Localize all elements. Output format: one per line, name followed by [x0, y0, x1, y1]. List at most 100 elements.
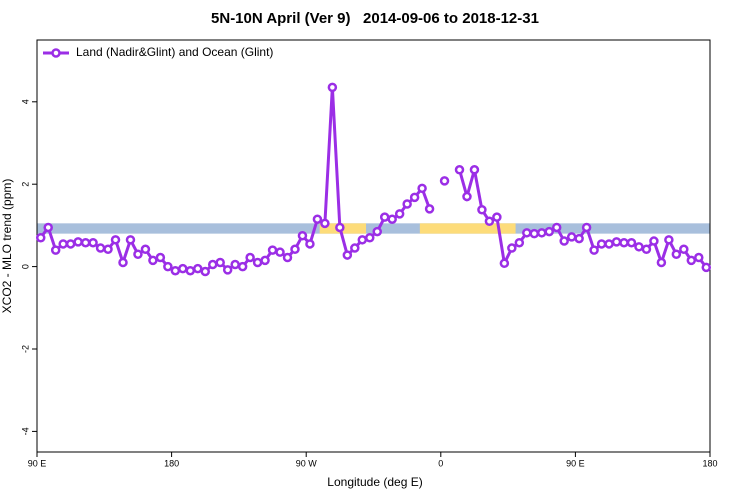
- y-axis-label: XCO2 - MLO trend (ppm): [0, 179, 14, 314]
- data-point: [544, 226, 554, 237]
- data-point: [297, 230, 308, 241]
- x-tick-label: 90 E: [28, 458, 47, 468]
- data-point: [611, 237, 622, 247]
- x-axis-label: Longitude (deg E): [327, 475, 422, 489]
- data-point: [245, 252, 255, 263]
- x-tick-label: 90 E: [566, 458, 585, 468]
- data-point: [671, 249, 682, 259]
- data-point: [574, 233, 584, 244]
- data-point: [335, 222, 345, 233]
- data-point: [320, 218, 330, 229]
- data-point: [387, 214, 397, 224]
- x-tick-label: 180: [702, 458, 717, 468]
- data-point: [529, 228, 540, 239]
- data-point: [35, 233, 46, 243]
- data-point: [118, 257, 128, 268]
- data-point: [409, 192, 420, 203]
- data-point: [215, 257, 225, 268]
- plot-frame: [36, 39, 711, 453]
- data-point: [596, 239, 607, 249]
- y-tick-label: -4: [20, 427, 30, 435]
- data-point: [656, 257, 667, 268]
- data-point: [95, 243, 106, 253]
- data-point: [589, 245, 599, 255]
- data-point: [537, 228, 547, 238]
- data-point: [103, 244, 113, 255]
- data-point: [477, 204, 487, 215]
- data-point: [686, 255, 697, 266]
- data-point: [559, 236, 569, 246]
- data-point: [110, 235, 121, 245]
- data-point: [664, 235, 674, 245]
- data-point: [379, 212, 390, 222]
- data-point: [649, 236, 659, 246]
- y-tick-label: -2: [20, 345, 30, 353]
- data-point: [694, 252, 704, 263]
- data-point: [140, 244, 151, 255]
- data-point: [454, 165, 465, 175]
- data-point: [439, 176, 450, 186]
- data-point: [626, 237, 637, 248]
- chart-title: 5N-10N April (Ver 9) 2014-09-06 to 2018-…: [211, 10, 539, 27]
- data-point: [312, 214, 323, 224]
- data-point: [402, 199, 412, 209]
- legend-marker: [51, 48, 61, 58]
- data-point: [267, 245, 278, 255]
- data-point: [484, 216, 495, 227]
- data-point: [73, 237, 83, 247]
- data-point: [65, 239, 76, 249]
- data-point: [327, 82, 338, 93]
- data-point: [551, 222, 562, 233]
- data-point: [133, 249, 143, 259]
- data-point: [566, 232, 577, 242]
- data-point: [305, 239, 315, 249]
- band: [37, 223, 710, 234]
- data-point: [230, 259, 240, 270]
- data-point: [275, 247, 285, 257]
- data-point: [619, 237, 629, 248]
- data-point: [365, 233, 375, 243]
- series-line: [458, 169, 708, 269]
- data-point: [148, 255, 158, 266]
- data-point: [679, 244, 689, 255]
- data-point: [424, 204, 435, 214]
- data-point: [200, 266, 210, 277]
- data-point: [260, 255, 270, 266]
- data-point: [222, 265, 233, 275]
- data-point: [207, 259, 218, 270]
- data-point: [237, 261, 248, 272]
- data-point: [394, 209, 405, 219]
- data-point: [88, 237, 98, 248]
- data-point: [58, 239, 68, 249]
- data-point: [350, 243, 360, 253]
- x-tick-label: 90 W: [296, 458, 318, 468]
- data-point: [185, 265, 196, 276]
- data-point: [178, 263, 188, 274]
- data-point: [701, 262, 712, 273]
- data-point: [155, 252, 166, 263]
- data-point: [125, 235, 136, 245]
- data-point: [492, 212, 502, 222]
- data-point: [43, 222, 53, 233]
- data-point: [342, 250, 353, 260]
- data-point: [417, 183, 427, 194]
- data-point: [581, 222, 592, 233]
- band-segment: [419, 223, 516, 234]
- data-point: [170, 265, 181, 276]
- x-tick-label: 0: [438, 458, 443, 468]
- data-point: [469, 165, 480, 175]
- data-point: [80, 237, 91, 248]
- y-tick-label: 2: [20, 182, 30, 187]
- data-point: [290, 244, 300, 255]
- data-point: [634, 242, 644, 252]
- data-point: [462, 191, 472, 202]
- data-point: [604, 239, 614, 249]
- data-point: [641, 244, 652, 255]
- data-point: [193, 263, 203, 274]
- data-point: [357, 235, 368, 245]
- y-tick-label: 4: [20, 99, 30, 104]
- data-point: [507, 243, 517, 253]
- data-point: [514, 237, 525, 248]
- legend-label: Land (Nadir&Glint) and Ocean (Glint): [76, 45, 273, 59]
